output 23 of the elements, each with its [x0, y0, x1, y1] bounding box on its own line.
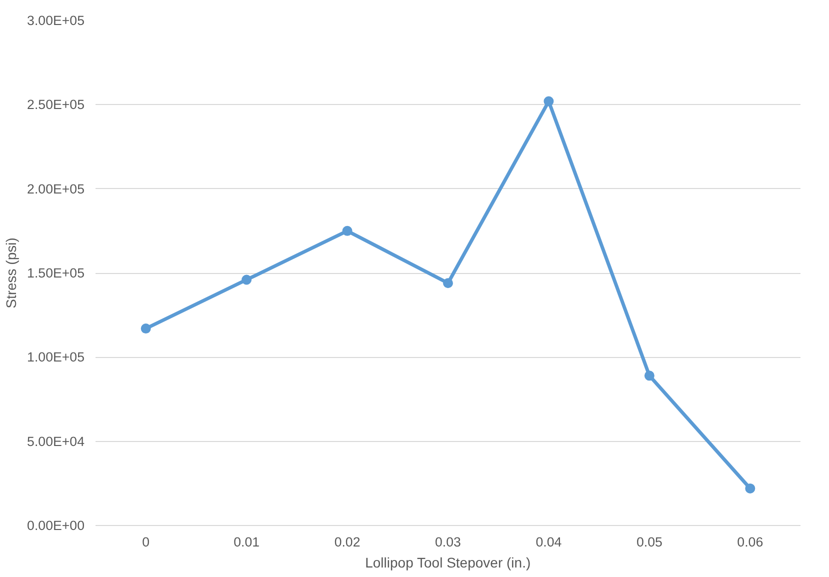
point [140, 324, 151, 334]
y-tick-label: 0.00E+00 [27, 518, 85, 533]
x-tick-label: 0.02 [334, 534, 360, 550]
x-tick-label: 0.04 [536, 534, 562, 550]
y-tick-label: 3.00E+05 [27, 13, 85, 28]
x-tick-label: 0.03 [435, 534, 461, 550]
point [342, 226, 352, 236]
x-tick-label: 0.05 [636, 534, 662, 550]
y-axis-title: Stress (psi) [3, 238, 20, 308]
x-tick-label: 0.06 [737, 534, 764, 550]
y-tick-label: 1.00E+05 [27, 350, 85, 365]
y-tick-label: 2.50E+05 [27, 97, 85, 112]
point [644, 370, 654, 381]
point [745, 483, 756, 494]
point [544, 96, 554, 106]
y-tick-label: 1.50E+05 [27, 266, 85, 280]
point [443, 278, 453, 288]
x-axis-title: Lollipop Tool Stepover (in.) [365, 554, 531, 570]
x-tick-label: 0 [142, 534, 150, 550]
x-tick-label: 0.01 [234, 534, 260, 550]
y-tick-label: 2.00E+05 [27, 181, 85, 196]
point [242, 274, 252, 285]
y-tick-label: 5.00E+04 [27, 434, 86, 449]
